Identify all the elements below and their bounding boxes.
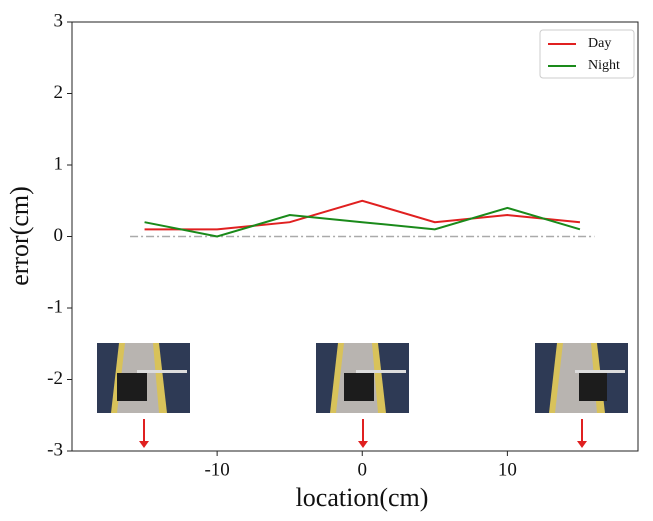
x-tick-label: 0 bbox=[358, 459, 368, 480]
thumbnails bbox=[97, 343, 628, 448]
series-line bbox=[144, 206, 581, 238]
thumbnail bbox=[535, 343, 628, 448]
y-tick-label: -3 bbox=[47, 439, 63, 460]
legend-box bbox=[539, 29, 635, 79]
legend-label: Night bbox=[588, 58, 620, 73]
series-line bbox=[144, 199, 581, 231]
y-tick-label: 1 bbox=[54, 153, 64, 174]
y-tick-label: 2 bbox=[54, 82, 64, 103]
x-tick-label: 10 bbox=[498, 459, 517, 480]
y-axis-label: error(cm) bbox=[5, 186, 34, 286]
x-tick-label: -10 bbox=[204, 459, 229, 480]
thumbnail bbox=[316, 343, 409, 448]
y-tick-label: -2 bbox=[47, 368, 63, 389]
y-tick-label: 0 bbox=[54, 225, 64, 246]
y-tick-label: -1 bbox=[47, 296, 63, 317]
y-tick-label: 3 bbox=[54, 10, 64, 31]
x-axis-label: location(cm) bbox=[296, 483, 429, 512]
thumbnail bbox=[97, 343, 190, 448]
legend-label: Day bbox=[588, 36, 611, 51]
